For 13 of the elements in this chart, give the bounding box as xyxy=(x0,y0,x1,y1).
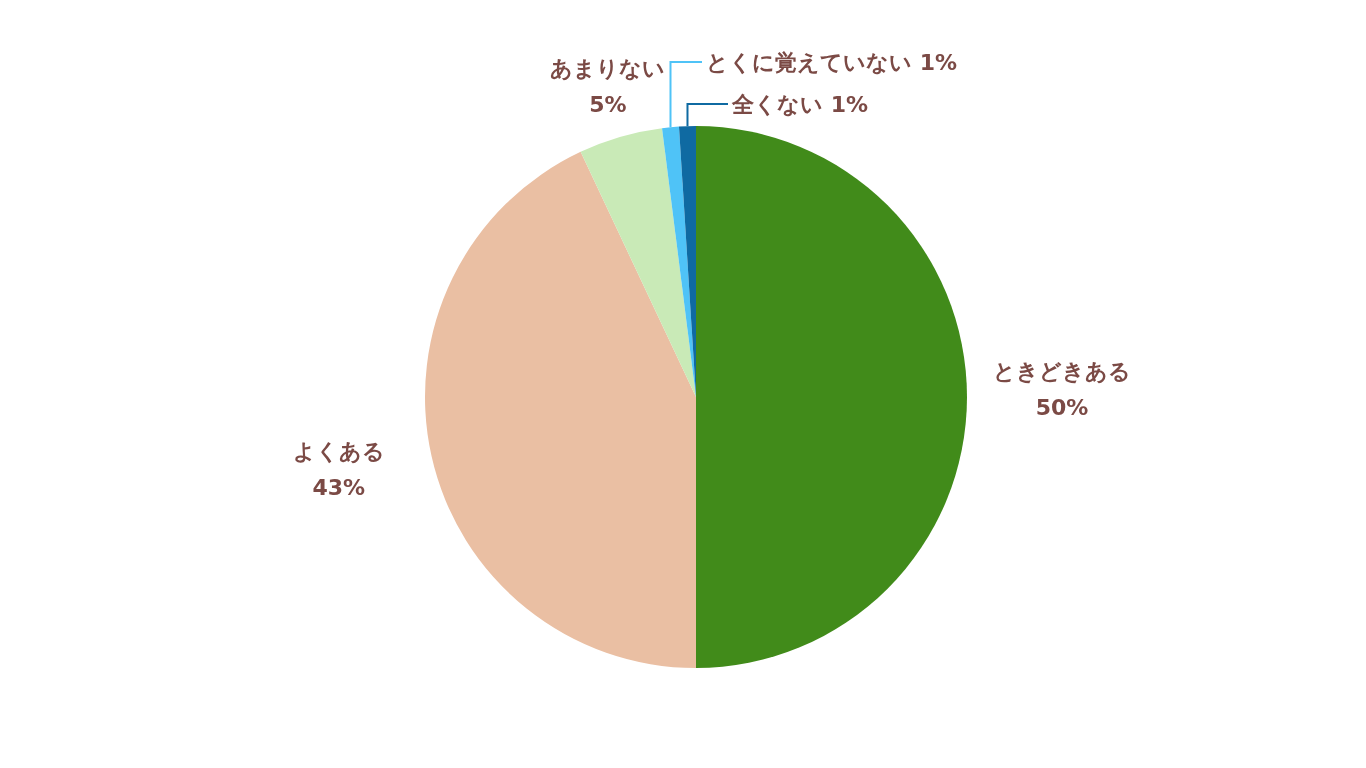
slice-label: とくに覚えていない xyxy=(706,49,912,75)
data-label: 43% xyxy=(312,474,366,500)
pie-slice xyxy=(696,126,967,668)
data-label: 1% xyxy=(830,91,869,117)
data-label: 50% xyxy=(1035,395,1089,420)
slice-label: あまりない xyxy=(550,55,666,81)
slice-label: 全くない xyxy=(732,91,823,117)
slice-label: よくある xyxy=(292,438,385,464)
data-label: 5% xyxy=(589,91,627,117)
pie-slice xyxy=(580,128,696,397)
pie-slice xyxy=(425,151,696,668)
slice-label: ときどきある xyxy=(993,359,1131,384)
data-label: 1% xyxy=(919,49,958,75)
